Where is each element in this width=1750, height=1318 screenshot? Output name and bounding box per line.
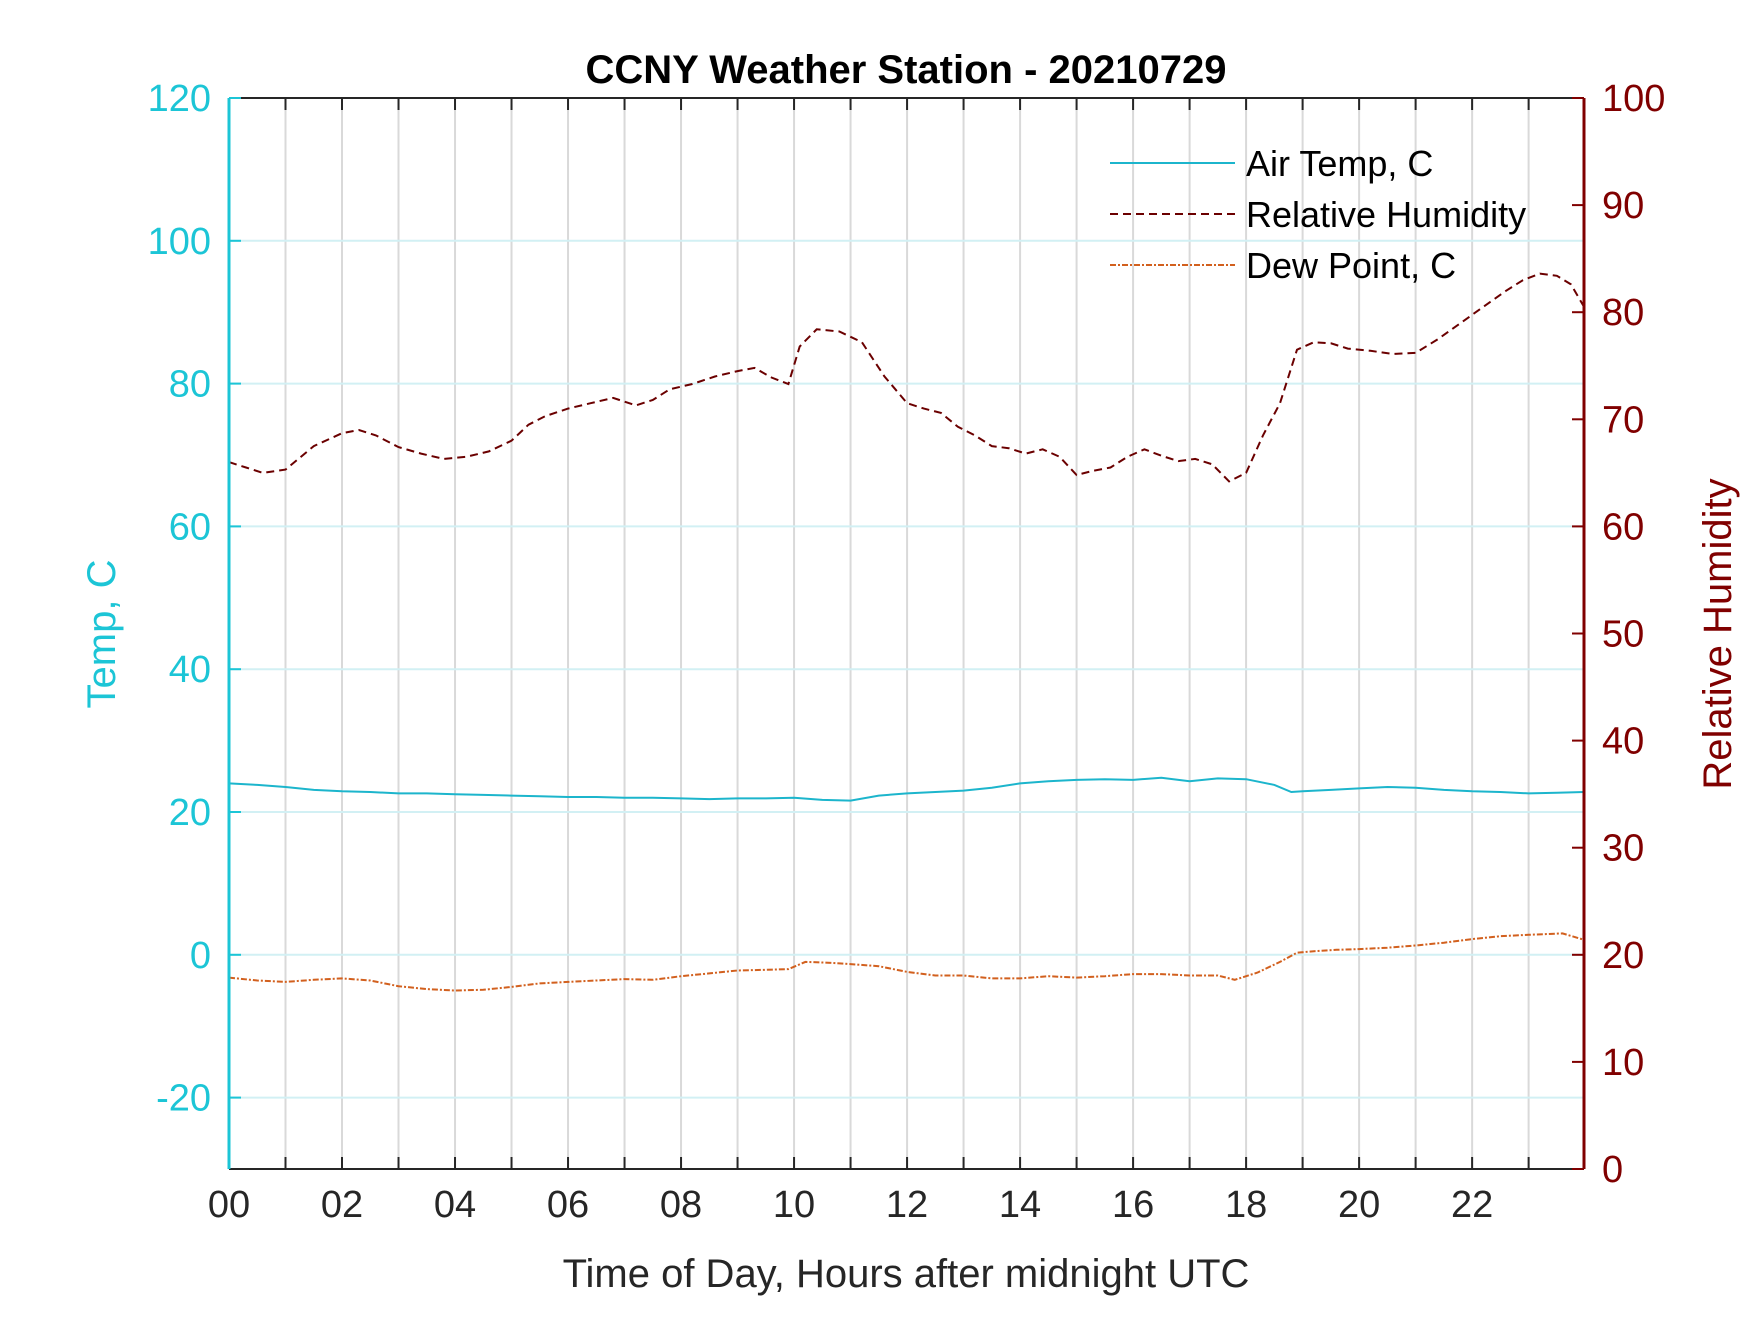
y-tick-label-right: 90	[1602, 185, 1644, 227]
x-tick-label: 16	[1112, 1184, 1154, 1226]
y-tick-label-left: 120	[148, 78, 211, 120]
y-tick-label-right: 80	[1602, 292, 1644, 334]
y-axis-label-right: Relative Humidity	[1696, 478, 1740, 789]
x-tick-label: 22	[1451, 1184, 1493, 1226]
y-tick-label-left: 100	[148, 221, 211, 263]
y-tick-label-right: 60	[1602, 506, 1644, 548]
legend-label-2: Relative Humidity	[1246, 194, 1526, 235]
x-tick-label: 10	[773, 1184, 815, 1226]
x-tick-label: 00	[208, 1184, 250, 1226]
chart-title: CCNY Weather Station - 20210729	[586, 48, 1227, 92]
y-tick-label-left: -20	[156, 1078, 211, 1120]
y-axis-label-left: Temp, C	[80, 560, 124, 709]
y-tick-label-right: 0	[1602, 1149, 1623, 1191]
x-tick-label: 06	[547, 1184, 589, 1226]
legend: Air Temp, C Relative Humidity Dew Point, C	[1110, 143, 1526, 286]
legend-label-3: Dew Point, C	[1246, 245, 1456, 286]
series-line-3	[228, 932, 1585, 992]
series-layer	[228, 272, 1585, 992]
x-tick-label: 04	[434, 1184, 476, 1226]
y-tick-label-right: 70	[1602, 399, 1644, 441]
x-axis-label: Time of Day, Hours after midnight UTC	[563, 1252, 1250, 1296]
y-tick-label-right: 10	[1602, 1042, 1644, 1084]
y-tick-label-right: 40	[1602, 721, 1644, 763]
y-tick-label-left: 0	[190, 935, 211, 977]
axes-layer: 00 02 04 06 08 10 12 14 16 18 20 22-200204060801001…	[148, 78, 1666, 1226]
x-tick-label: 12	[886, 1184, 928, 1226]
grid-layer	[229, 98, 1584, 1169]
x-tick-label: 14	[999, 1184, 1041, 1226]
y-tick-label-left: 40	[169, 649, 211, 691]
y-tick-label-right: 100	[1602, 78, 1665, 120]
x-tick-label: 02	[321, 1184, 363, 1226]
y-tick-label-left: 20	[169, 792, 211, 834]
x-tick-label: 18	[1225, 1184, 1267, 1226]
legend-label-1: Air Temp, C	[1246, 143, 1433, 184]
x-tick-label: 20	[1338, 1184, 1380, 1226]
y-tick-label-right: 30	[1602, 828, 1644, 870]
series-line-1	[228, 776, 1585, 802]
series-line-2	[228, 272, 1585, 483]
y-tick-label-right: 20	[1602, 935, 1644, 977]
x-tick-label: 08	[660, 1184, 702, 1226]
y-tick-label-left: 80	[169, 364, 211, 406]
y-tick-label-right: 50	[1602, 614, 1644, 656]
y-tick-label-left: 60	[169, 506, 211, 548]
